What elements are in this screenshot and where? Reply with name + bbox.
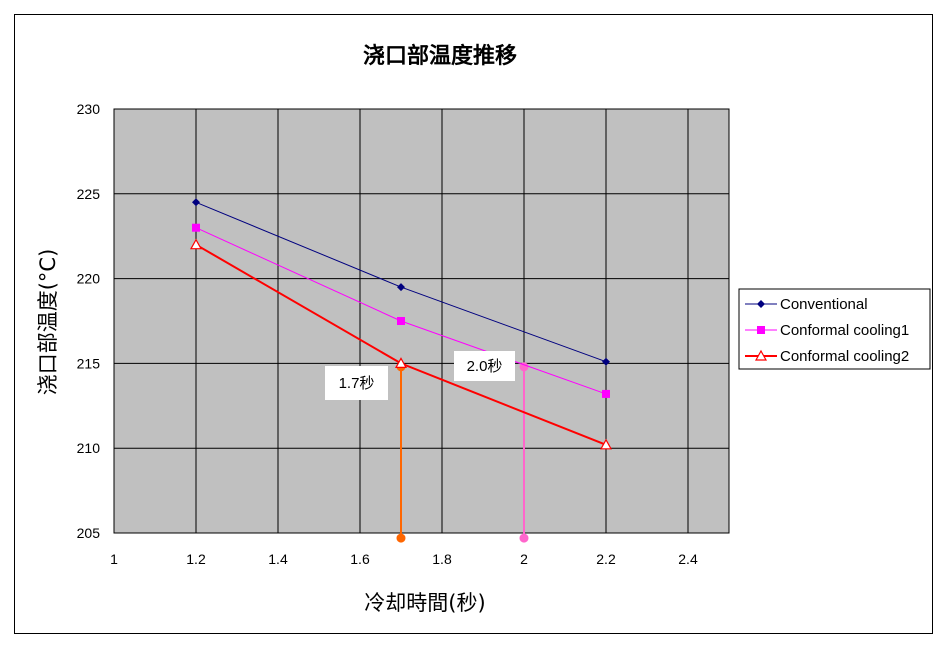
annotation-label-bg (325, 366, 388, 400)
legend-swatch-marker (757, 326, 765, 334)
annotation-label-box: 2.0秒 (454, 351, 515, 381)
chart-title: 浇口部温度推移 (363, 43, 517, 69)
data-point (192, 198, 200, 207)
y-tick-label: 205 (77, 525, 101, 541)
x-tick-label: 1.6 (350, 551, 370, 567)
annotation-bottom-point (519, 533, 529, 543)
annotation-top-point (519, 362, 529, 372)
y-tick-label: 230 (77, 101, 101, 117)
y-tick-label: 225 (77, 186, 101, 202)
legend-swatch-marker (754, 349, 768, 361)
x-tick-label: 2.2 (596, 551, 616, 567)
data-point (397, 317, 405, 325)
data-point (192, 223, 200, 232)
annotation-label-bg (454, 351, 515, 381)
y-axis-title: 浇口部温度(°C) (36, 249, 60, 396)
x-tick-label: 1.2 (186, 551, 206, 567)
legend-swatch-marker (757, 300, 765, 308)
x-tick-label: 1.8 (432, 551, 452, 567)
data-point (599, 438, 613, 450)
x-tick-label: 1.4 (268, 551, 288, 567)
x-axis-title: 冷却時間(秒) (364, 591, 485, 615)
data-point (397, 283, 405, 292)
annotation-label-box: 1.7秒 (325, 366, 388, 400)
x-tick-label: 2.4 (678, 551, 698, 567)
y-tick-label: 220 (77, 271, 101, 287)
legend-entry-label: Conformal cooling1 (780, 322, 909, 339)
y-tick-label: 210 (77, 440, 101, 456)
legend-entry-label: Conformal cooling2 (780, 348, 909, 365)
annotation-label: 2.0秒 (467, 358, 503, 375)
annotation-bottom-point (396, 533, 406, 543)
data-point (602, 357, 610, 366)
plot-area (113, 108, 730, 534)
legend: Conventional Conformal cooling1 Conformal … (738, 288, 931, 370)
x-tick-label: 2 (520, 551, 528, 567)
data-point (394, 357, 408, 368)
annotation-label: 1.7秒 (339, 375, 375, 392)
legend-entry-label: Conventional (780, 296, 868, 313)
y-tick-label: 215 (77, 355, 101, 371)
x-tick-label: 1 (110, 551, 118, 567)
data-point (602, 389, 610, 398)
data-point (189, 238, 203, 250)
